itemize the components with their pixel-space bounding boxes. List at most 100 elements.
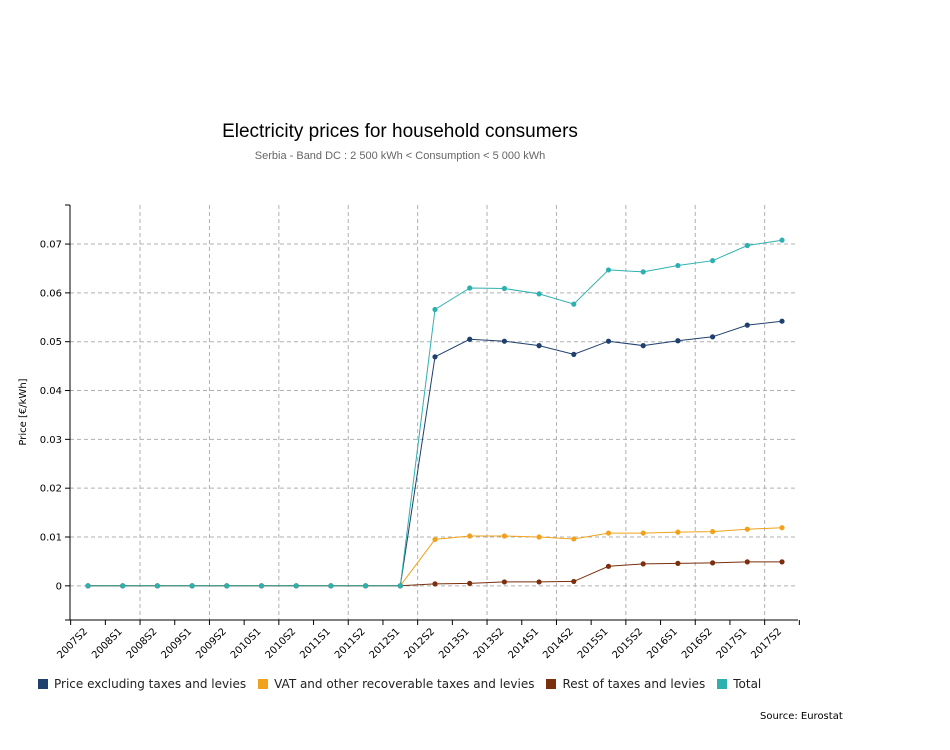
x-tick-label: 2011S2 [333, 626, 368, 661]
data-point [571, 301, 577, 307]
legend-swatch-icon [717, 679, 728, 689]
data-point [779, 525, 785, 531]
x-tick-label: 2014S2 [541, 626, 576, 661]
data-point [501, 579, 507, 585]
series-line [88, 320, 783, 587]
data-point [258, 583, 265, 589]
y-tick-label: 0.05 [40, 337, 62, 348]
data-point [675, 560, 681, 566]
data-point [363, 583, 369, 589]
x-tick-label: 2012S2 [402, 626, 437, 661]
legend-item[interactable]: VAT and other recoverable taxes and levi… [258, 677, 534, 691]
data-point [467, 336, 473, 342]
x-tick-label: 2008S1 [90, 626, 125, 661]
x-tick-label: 2013S1 [437, 626, 472, 661]
data-point [501, 338, 507, 344]
chart-title: Electricity prices for household consume… [222, 121, 578, 142]
y-axis-label: Price [€/kWh] [18, 378, 29, 445]
data-point [85, 583, 91, 589]
x-tick-label: 2009S1 [159, 626, 194, 661]
legend-swatch-icon [38, 679, 48, 689]
data-point [467, 533, 473, 539]
data-point [120, 583, 126, 589]
legend-item[interactable]: Rest of taxes and levies [546, 677, 705, 691]
data-point [328, 583, 334, 589]
x-tick-label: 2017S2 [749, 626, 784, 661]
legend-label: Total [733, 677, 762, 691]
data-point [779, 559, 785, 565]
data-point [605, 530, 612, 536]
chart-subtitle: Serbia - Band DC : 2 500 kWh < Consumpti… [254, 150, 546, 162]
legend-swatch-icon [546, 679, 557, 689]
data-point [675, 262, 681, 269]
data-point [432, 581, 438, 587]
grid-lines [70, 205, 798, 620]
chart-legend: Price excluding taxes and levies VAT and… [38, 677, 773, 691]
y-tick-label: 0.04 [40, 386, 62, 397]
data-point [744, 559, 750, 565]
x-tick-label: 2009S2 [194, 626, 229, 661]
data-point [779, 318, 785, 324]
x-tick-label: 2011S1 [298, 626, 333, 661]
data-point [536, 291, 542, 297]
data-point [432, 306, 438, 313]
legend-label: VAT and other recoverable taxes and levi… [274, 677, 535, 691]
data-point [710, 529, 716, 535]
y-tick-label: 0.07 [40, 240, 62, 251]
x-tick-label: 2016S2 [680, 626, 715, 661]
data-point [501, 285, 507, 292]
data-point [501, 533, 507, 539]
data-point [571, 578, 577, 585]
data-point [536, 579, 542, 585]
x-tick-label: 2007S2 [55, 626, 90, 661]
y-tick-label: 0.06 [40, 288, 62, 299]
data-point [536, 534, 542, 540]
series-line [88, 527, 783, 587]
data-point [536, 343, 542, 349]
data-point [189, 583, 195, 589]
data-point [640, 343, 646, 349]
data-point [605, 338, 612, 344]
data-point [154, 583, 160, 589]
data-point [675, 338, 681, 344]
data-point [432, 536, 438, 543]
data-point [640, 530, 646, 536]
data-point [744, 526, 750, 532]
data-point [605, 563, 612, 569]
data-point [605, 267, 612, 273]
y-tick-label: 0.01 [40, 533, 62, 544]
data-point [397, 583, 403, 589]
x-tick-label: 2010S1 [229, 626, 264, 661]
data-point [744, 242, 750, 249]
data-point [571, 536, 577, 542]
y-tick-label: 0.03 [40, 435, 62, 446]
legend-item[interactable]: Total [717, 677, 761, 691]
legend-label: Rest of taxes and levies [562, 677, 706, 691]
data-point [779, 237, 785, 243]
y-tick-label: 0.02 [40, 484, 62, 495]
source-note: Source: Eurostat [760, 711, 843, 722]
x-tick-label: 2015S2 [611, 626, 646, 661]
data-point [432, 354, 438, 360]
data-point [224, 583, 230, 589]
data-point [710, 334, 716, 340]
data-point [571, 351, 577, 357]
x-tick-label: 2017S1 [715, 626, 750, 661]
data-point [293, 583, 299, 589]
data-point [640, 561, 646, 567]
x-tick-label: 2010S2 [264, 626, 299, 661]
legend-item[interactable]: Price excluding taxes and levies [38, 677, 246, 691]
data-point [710, 258, 716, 264]
x-tick-label: 2016S1 [645, 626, 680, 661]
data-point [467, 580, 473, 586]
x-tick-label: 2008S2 [125, 626, 160, 661]
data-point [744, 322, 750, 328]
y-tick-label: 0 [56, 581, 62, 592]
data-markers [85, 237, 785, 589]
data-point [710, 560, 716, 566]
legend-swatch-icon [258, 679, 269, 689]
x-tick-label: 2015S1 [576, 626, 611, 661]
x-tick-label: 2013S2 [472, 626, 507, 661]
x-tick-label: 2014S1 [506, 626, 541, 661]
